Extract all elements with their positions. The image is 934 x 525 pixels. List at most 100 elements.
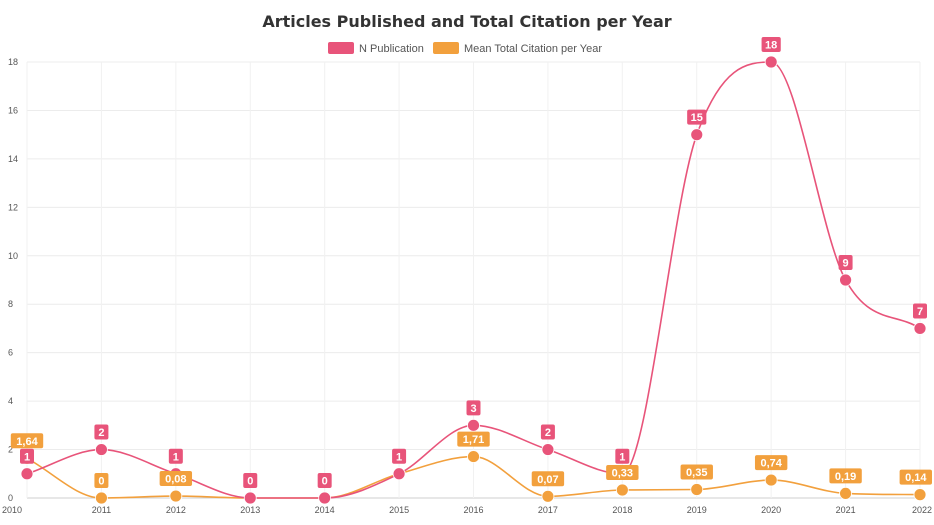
data-point-n-publication-2015[interactable]: [392, 467, 406, 481]
y-tick-label: 10: [8, 251, 18, 261]
data-label-box: [913, 303, 927, 319]
data-label-box: [94, 473, 109, 488]
x-tick-label: 2018: [612, 505, 632, 515]
data-point-mean-total-citation-per-year-2016[interactable]: [467, 450, 480, 463]
data-labels-layer: 1,640 0,081,710,070,33 0,350,740,19 0,14121…: [10, 37, 932, 488]
data-label-box: [317, 473, 332, 488]
data-label-box: [20, 448, 34, 464]
data-label-text: 0,33: [612, 468, 633, 480]
legend-label-n-publication: N Publication: [359, 43, 424, 55]
data-label-mean-total-citation-per-year-2018: 0,33: [606, 465, 639, 481]
data-label-box: [159, 471, 193, 487]
x-tick-label: 2012: [166, 505, 186, 515]
data-point-mean-total-citation-per-year-2018[interactable]: [615, 483, 629, 497]
data-label-text: 0,74: [760, 458, 782, 470]
data-label-mean-total-citation-per-year-2016: 1,71: [457, 431, 490, 447]
y-tick-label: 18: [8, 57, 18, 67]
data-point-mean-total-citation-per-year-2012[interactable]: [169, 489, 183, 503]
data-label-n-publication-2015: 1: [392, 448, 407, 464]
data-point-mean-total-citation-per-year-2011[interactable]: [95, 491, 108, 505]
x-tick-label: 2019: [687, 505, 707, 515]
data-point-n-publication-2019[interactable]: [690, 128, 704, 142]
data-label-mean-total-citation-per-year-2021: 0,19: [829, 468, 862, 484]
data-label-n-publication-2021: 9: [838, 255, 853, 270]
legend: N Publication Mean Total Citation per Ye…: [328, 42, 602, 55]
legend-item-n-publication[interactable]: N Publication: [328, 42, 424, 55]
data-label-text: 9: [843, 258, 849, 270]
data-label-text: 2: [98, 427, 104, 439]
data-label-text: 7: [917, 306, 923, 318]
data-label-box: [754, 455, 788, 471]
x-tick-label: 2015: [389, 505, 409, 515]
data-label-box: [606, 465, 639, 481]
data-label-box: [457, 431, 490, 447]
data-point-n-publication-2020[interactable]: [764, 55, 778, 69]
data-point-mean-total-citation-per-year-2020[interactable]: [764, 473, 778, 487]
data-label-mean-total-citation-per-year-2022: 0,14: [899, 469, 932, 485]
data-point-n-publication-2021[interactable]: [839, 273, 852, 287]
data-label-text: 1: [619, 451, 625, 463]
legend-label-mean-total-citation: Mean Total Citation per Year: [464, 43, 602, 55]
x-tick-label: 2014: [315, 505, 335, 515]
data-label-n-publication-2022: 7: [913, 303, 927, 319]
data-label-n-publication-2013: 0: [243, 473, 258, 488]
x-tick-label: 2016: [463, 505, 483, 515]
data-label-n-publication-2019: 15: [687, 109, 707, 125]
data-point-n-publication-2011[interactable]: [95, 443, 108, 456]
data-label-n-publication-2012: 1: [168, 448, 183, 464]
data-label-n-publication-2014: 0: [317, 473, 332, 488]
data-point-mean-total-citation-per-year-2017[interactable]: [541, 489, 555, 503]
data-label-text: 0,08: [165, 474, 186, 486]
data-label-n-publication-2010: 1: [20, 448, 34, 464]
data-label-text: 18: [765, 40, 777, 52]
data-label-text: 1: [396, 451, 402, 463]
data-point-mean-total-citation-per-year-2019[interactable]: [690, 483, 704, 496]
data-point-n-publication-2014[interactable]: [318, 491, 332, 505]
data-label-text: 0: [98, 476, 104, 488]
y-tick-label: 12: [8, 202, 18, 212]
data-label-box: [540, 424, 555, 440]
data-label-mean-total-citation-per-year-2020: 0,74: [754, 455, 788, 471]
data-label-box: [168, 448, 183, 464]
data-label-box: [531, 471, 565, 487]
y-axis-ticks: 0 2 4 6 8 10 12 14 16 18: [8, 57, 18, 503]
data-label-mean-total-citation-per-year-2017: 0,07: [531, 471, 565, 487]
x-tick-label: 2021: [836, 505, 856, 515]
data-label-mean-total-citation-per-year-2019: 0,35: [680, 464, 713, 480]
x-tick-label: 2010: [2, 505, 22, 515]
chart-title: Articles Published and Total Citation pe…: [262, 12, 671, 31]
data-point-n-publication-2017[interactable]: [541, 443, 555, 456]
data-label-text: 0,07: [537, 474, 558, 486]
data-point-n-publication-2022[interactable]: [913, 322, 927, 335]
data-label-box: [761, 37, 781, 52]
y-tick-label: 4: [8, 396, 13, 406]
x-tick-label: 2022: [912, 505, 932, 515]
data-label-mean-total-citation-per-year-2012: 0,08: [159, 471, 193, 487]
data-point-mean-total-citation-per-year-2022[interactable]: [913, 488, 927, 502]
data-label-mean-total-citation-per-year-2011: 0: [94, 473, 109, 488]
y-tick-label: 2: [8, 445, 13, 455]
data-point-n-publication-2013[interactable]: [243, 491, 257, 505]
data-label-box: [466, 400, 481, 416]
x-axis-ticks: 2010 2011 2012 2013 2014 2015 2016 2017 2018 2019…: [2, 505, 932, 515]
y-tick-label: 0: [8, 493, 13, 503]
data-label-n-publication-2017: 2: [540, 424, 555, 440]
data-label-text: 0,35: [686, 467, 707, 479]
x-tick-label: 2013: [240, 505, 260, 515]
y-tick-label: 6: [8, 348, 13, 358]
gridlines: [26, 61, 921, 499]
data-point-n-publication-2016[interactable]: [467, 418, 480, 432]
y-tick-label: 8: [8, 299, 13, 309]
legend-swatch-n-publication: [328, 42, 354, 54]
legend-item-mean-total-citation[interactable]: Mean Total Citation per Year: [433, 42, 602, 55]
data-label-text: 1: [173, 451, 179, 463]
data-label-n-publication-2016: 3: [466, 400, 481, 416]
x-tick-label: 2011: [92, 505, 111, 515]
data-label-box: [838, 255, 853, 270]
x-tick-label: 2017: [538, 505, 558, 515]
data-label-text: 2: [545, 427, 551, 439]
data-point-mean-total-citation-per-year-2021[interactable]: [839, 486, 852, 500]
data-point-n-publication-2010[interactable]: [20, 467, 34, 481]
data-label-n-publication-2011: 2: [94, 424, 109, 440]
